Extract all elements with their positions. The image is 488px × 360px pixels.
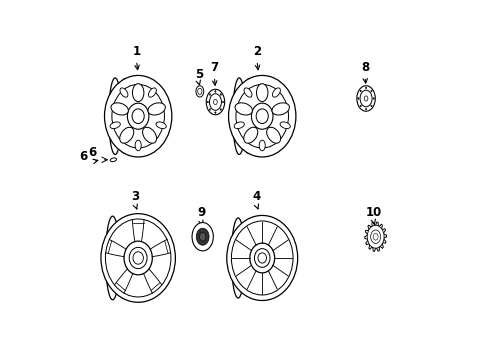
Ellipse shape bbox=[222, 101, 224, 103]
Ellipse shape bbox=[156, 122, 166, 129]
Text: 3: 3 bbox=[131, 190, 140, 203]
Text: 6: 6 bbox=[79, 150, 87, 163]
Ellipse shape bbox=[214, 90, 216, 92]
Ellipse shape bbox=[196, 86, 203, 97]
Ellipse shape bbox=[244, 88, 251, 97]
Ellipse shape bbox=[372, 98, 374, 99]
Text: 8: 8 bbox=[360, 61, 368, 74]
Ellipse shape bbox=[235, 103, 252, 115]
Ellipse shape bbox=[110, 158, 116, 162]
Ellipse shape bbox=[207, 101, 208, 103]
Ellipse shape bbox=[280, 122, 290, 129]
Ellipse shape bbox=[365, 87, 366, 89]
Text: 7: 7 bbox=[210, 61, 218, 74]
Ellipse shape bbox=[101, 214, 175, 302]
Text: 1: 1 bbox=[132, 45, 140, 58]
Ellipse shape bbox=[132, 84, 143, 102]
Ellipse shape bbox=[271, 103, 289, 115]
Ellipse shape bbox=[357, 98, 358, 99]
Ellipse shape bbox=[104, 76, 171, 157]
Ellipse shape bbox=[220, 94, 221, 95]
Ellipse shape bbox=[148, 103, 165, 115]
Ellipse shape bbox=[148, 88, 156, 97]
Ellipse shape bbox=[272, 88, 280, 97]
Text: 4: 4 bbox=[252, 190, 261, 203]
Ellipse shape bbox=[142, 127, 156, 143]
Ellipse shape bbox=[111, 103, 128, 115]
Ellipse shape bbox=[234, 122, 244, 129]
Text: 9: 9 bbox=[197, 206, 205, 219]
Ellipse shape bbox=[370, 105, 371, 107]
Text: 5: 5 bbox=[195, 68, 203, 81]
Ellipse shape bbox=[228, 76, 295, 157]
Ellipse shape bbox=[135, 140, 141, 151]
Ellipse shape bbox=[209, 109, 210, 111]
Ellipse shape bbox=[192, 222, 213, 251]
Ellipse shape bbox=[356, 86, 374, 111]
Ellipse shape bbox=[256, 84, 267, 102]
Ellipse shape bbox=[365, 108, 366, 110]
Text: 6: 6 bbox=[88, 146, 97, 159]
Text: 2: 2 bbox=[252, 45, 261, 58]
Ellipse shape bbox=[244, 127, 257, 143]
Ellipse shape bbox=[259, 140, 264, 151]
Ellipse shape bbox=[209, 94, 210, 95]
Ellipse shape bbox=[196, 228, 209, 245]
Text: 10: 10 bbox=[365, 206, 381, 219]
Ellipse shape bbox=[359, 90, 361, 92]
Ellipse shape bbox=[266, 127, 280, 143]
Ellipse shape bbox=[110, 122, 120, 129]
Ellipse shape bbox=[220, 109, 221, 111]
Ellipse shape bbox=[120, 88, 128, 97]
Ellipse shape bbox=[120, 127, 134, 143]
Ellipse shape bbox=[206, 89, 224, 115]
Ellipse shape bbox=[366, 225, 383, 248]
Ellipse shape bbox=[214, 112, 216, 113]
Ellipse shape bbox=[199, 233, 205, 241]
Ellipse shape bbox=[370, 90, 371, 92]
Ellipse shape bbox=[226, 215, 297, 301]
Ellipse shape bbox=[359, 105, 361, 107]
